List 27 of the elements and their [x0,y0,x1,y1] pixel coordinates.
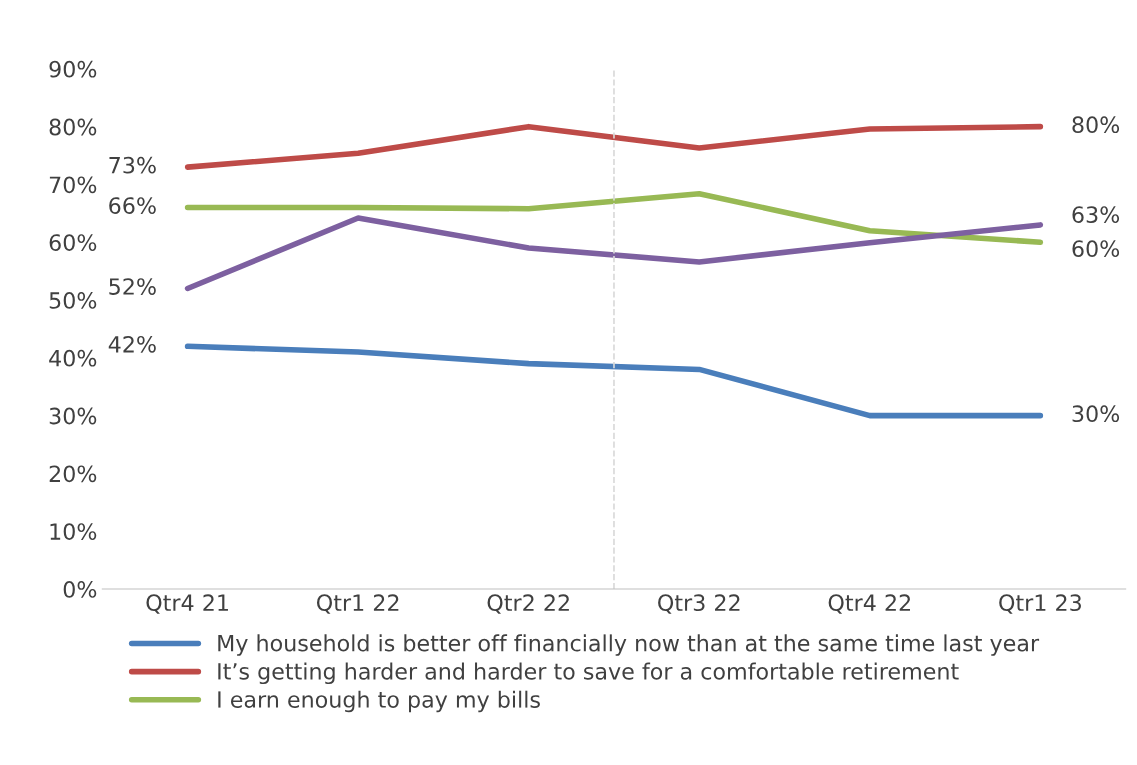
data-label: 30% [1072,405,1120,423]
x-tick-label: Qtr4 21 [146,594,228,614]
y-tick-label: 50% [49,292,97,309]
x-tick-label: Qtr4 22 [828,594,910,614]
y-tick-label: 40% [49,349,97,367]
data-label: 52% [109,278,156,295]
data-label: 73% [109,156,156,174]
x-tick-label: Qtr2 22 [487,594,569,614]
y-tick-label: 10% [50,523,97,541]
x-tick-label: Qtr1 23 [999,594,1081,614]
legend-label: My household is better off financially now than at the same time last year [218,634,1040,656]
data-label: 66% [109,197,156,215]
y-tick-label: 90% [49,60,97,78]
y-tick-label: 60% [49,234,97,252]
y-tick-label: 80% [49,118,97,136]
y-tick-label: 30% [49,407,97,425]
x-tick-label: Qtr1 22 [316,594,399,614]
data-label: 42% [108,335,156,353]
legend-label: It’s getting harder and harder to save for a comfortable retirement [218,662,959,685]
x-tick-label: Qtr3 22 [658,594,740,614]
y-tick-label: 0% [63,581,97,598]
data-label: 80% [1072,116,1120,134]
data-label: 60% [1072,240,1120,258]
y-tick-label: 70% [49,176,97,194]
data-label: 63% [1072,206,1120,224]
legend-label: I earn enough to pay my bills [218,690,540,713]
y-tick-label: 20% [49,465,97,483]
